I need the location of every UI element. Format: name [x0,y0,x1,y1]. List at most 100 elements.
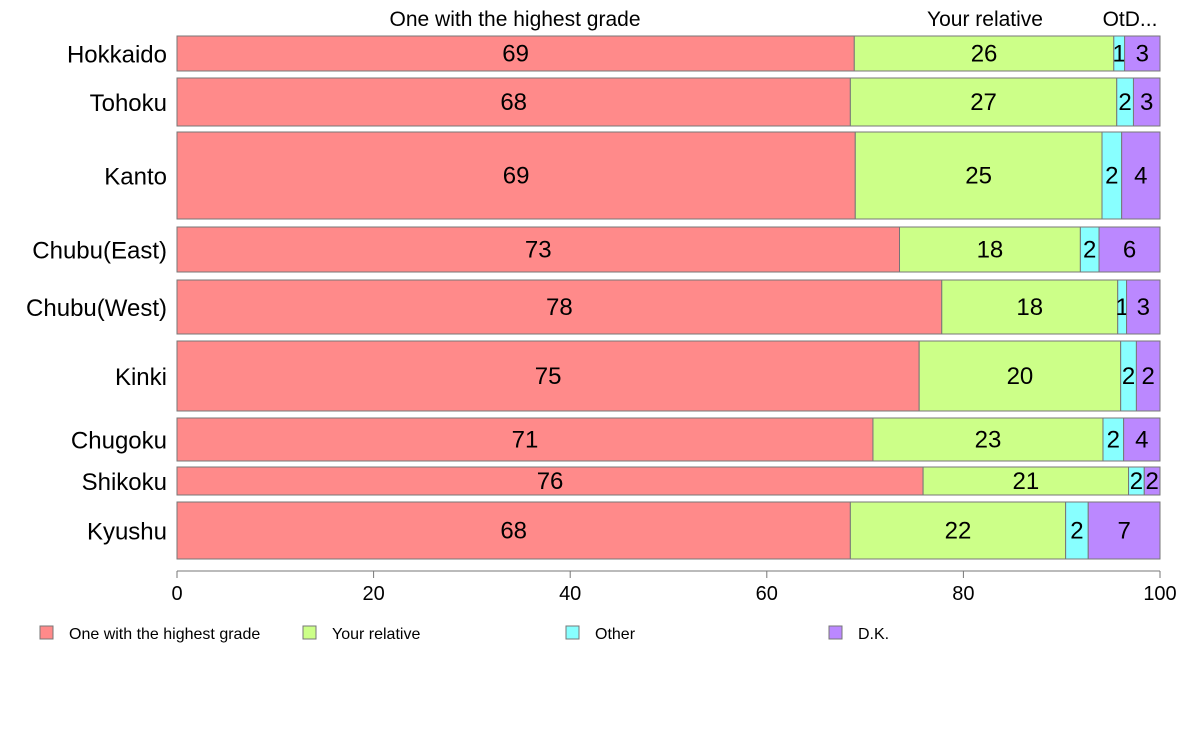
category-labels: Hokkaido Tohoku Kanto Chubu(East) Chubu(West… [26,42,167,546]
category-label: Tohoku [90,90,167,117]
bar-value-label: 76 [537,468,564,495]
bar-value-label: 69 [502,41,529,68]
category-label: Chugoku [71,428,167,455]
bar-segment [176,466,924,496]
bar-value-label: 1 [1113,41,1126,68]
bar-value-label: 2 [1105,163,1118,190]
legend-item: Other [565,625,636,643]
category-label: Chubu(West) [26,295,167,322]
x-tick-label: 80 [952,583,974,605]
bar-segment [872,417,1104,462]
bar-value-label: 3 [1140,89,1153,116]
bar-segment [918,340,1122,412]
bar-value-label: 3 [1137,294,1150,321]
top-series-label: OtD... [1103,8,1158,31]
bar-value-label: 3 [1136,41,1149,68]
bar-segment [854,131,1103,220]
bar-value-label: 18 [977,237,1004,264]
bar-segment [899,226,1081,273]
bar-segment [176,35,855,72]
bar-segment [176,226,901,273]
legend: One with the highest grade Your relative O… [39,625,889,643]
bar-value-label: 69 [503,163,530,190]
category-label: Kinki [115,364,167,391]
bar-row: 69 25 2 4 [176,131,1161,220]
bar-row: 78 18 1 3 [176,279,1161,335]
bar-segment [1124,35,1161,72]
bar-segment [176,340,920,412]
bar-segment [176,501,851,560]
bar-value-label: 26 [971,41,998,68]
x-tick-label: 100 [1143,583,1176,605]
top-series-labels: One with the highest grade Your relative O… [390,8,1158,31]
bar-value-label: 68 [500,89,527,116]
x-tick-label: 60 [756,583,778,605]
bar-value-label: 6 [1123,237,1136,264]
category-label: Chubu(East) [32,238,167,265]
bar-segment [176,279,943,335]
bar-value-label: 1 [1115,294,1128,321]
bar-segment [1143,466,1161,496]
x-tick-label: 20 [362,583,384,605]
legend-label: D.K. [858,626,889,643]
bar-value-label: 22 [945,518,972,545]
legend-swatch [828,625,843,640]
bar-segment [853,35,1115,72]
bar-value-label: 23 [975,427,1002,454]
bar-value-label: 4 [1135,427,1148,454]
bar-value-label: 2 [1122,363,1135,390]
legend-label: Your relative [332,626,420,643]
top-series-label: One with the highest grade [390,8,641,31]
bar-value-label: 2 [1070,518,1083,545]
legend-item: One with the highest grade [39,625,260,643]
bar-row: 69 26 1 3 [176,35,1161,72]
bar-value-label: 4 [1134,163,1147,190]
bar-value-label: 2 [1083,237,1096,264]
bar-row: 71 23 2 4 [176,417,1161,462]
bar-value-label: 20 [1007,363,1034,390]
bar-value-label: 78 [546,294,573,321]
category-label: Shikoku [82,469,167,496]
x-tick-label: 0 [171,583,182,605]
bar-segment [1126,279,1161,335]
bar-segment [1123,417,1161,462]
legend-label: One with the highest grade [69,626,260,643]
bar-segment [176,131,856,220]
bar-row: 68 22 2 7 [176,501,1161,560]
bar-value-label: 21 [1012,468,1039,495]
bar-row: 75 20 2 2 [176,340,1161,412]
bar-segment [1098,226,1161,273]
legend-swatch [302,625,317,640]
bar-row: 76 21 2 2 [176,466,1161,496]
bar-value-label: 2 [1130,468,1143,495]
bar-value-label: 18 [1016,294,1043,321]
category-label: Kanto [104,164,167,191]
bar-value-label: 73 [525,237,552,264]
legend-swatch [39,625,54,640]
category-label: Hokkaido [67,42,167,69]
bar-segment [849,501,1067,560]
bar-value-label: 2 [1107,427,1120,454]
bar-segment [1087,501,1161,560]
bar-segment [1135,340,1161,412]
bar-segment [176,417,874,462]
bar-value-label: 68 [500,518,527,545]
bar-row: 73 18 2 6 [176,226,1161,273]
bar-value-label: 7 [1117,518,1130,545]
bar-value-label: 2 [1145,468,1158,495]
bar-segment [941,279,1119,335]
x-axis: 0 20 40 60 80 100 [171,570,1177,605]
legend-item: Your relative [302,625,420,643]
top-series-label: Your relative [927,8,1043,31]
bar-value-label: 25 [965,163,992,190]
legend-swatch [565,625,580,640]
bar-segment [922,466,1130,496]
bar-value-label: 71 [512,427,539,454]
bar-value-label: 75 [535,363,562,390]
bar-value-label: 2 [1118,89,1131,116]
legend-label: Other [595,626,636,643]
bar-segment [1132,77,1161,127]
bar-segment [1121,131,1161,220]
legend-item: D.K. [828,625,889,643]
x-tick-label: 40 [559,583,581,605]
